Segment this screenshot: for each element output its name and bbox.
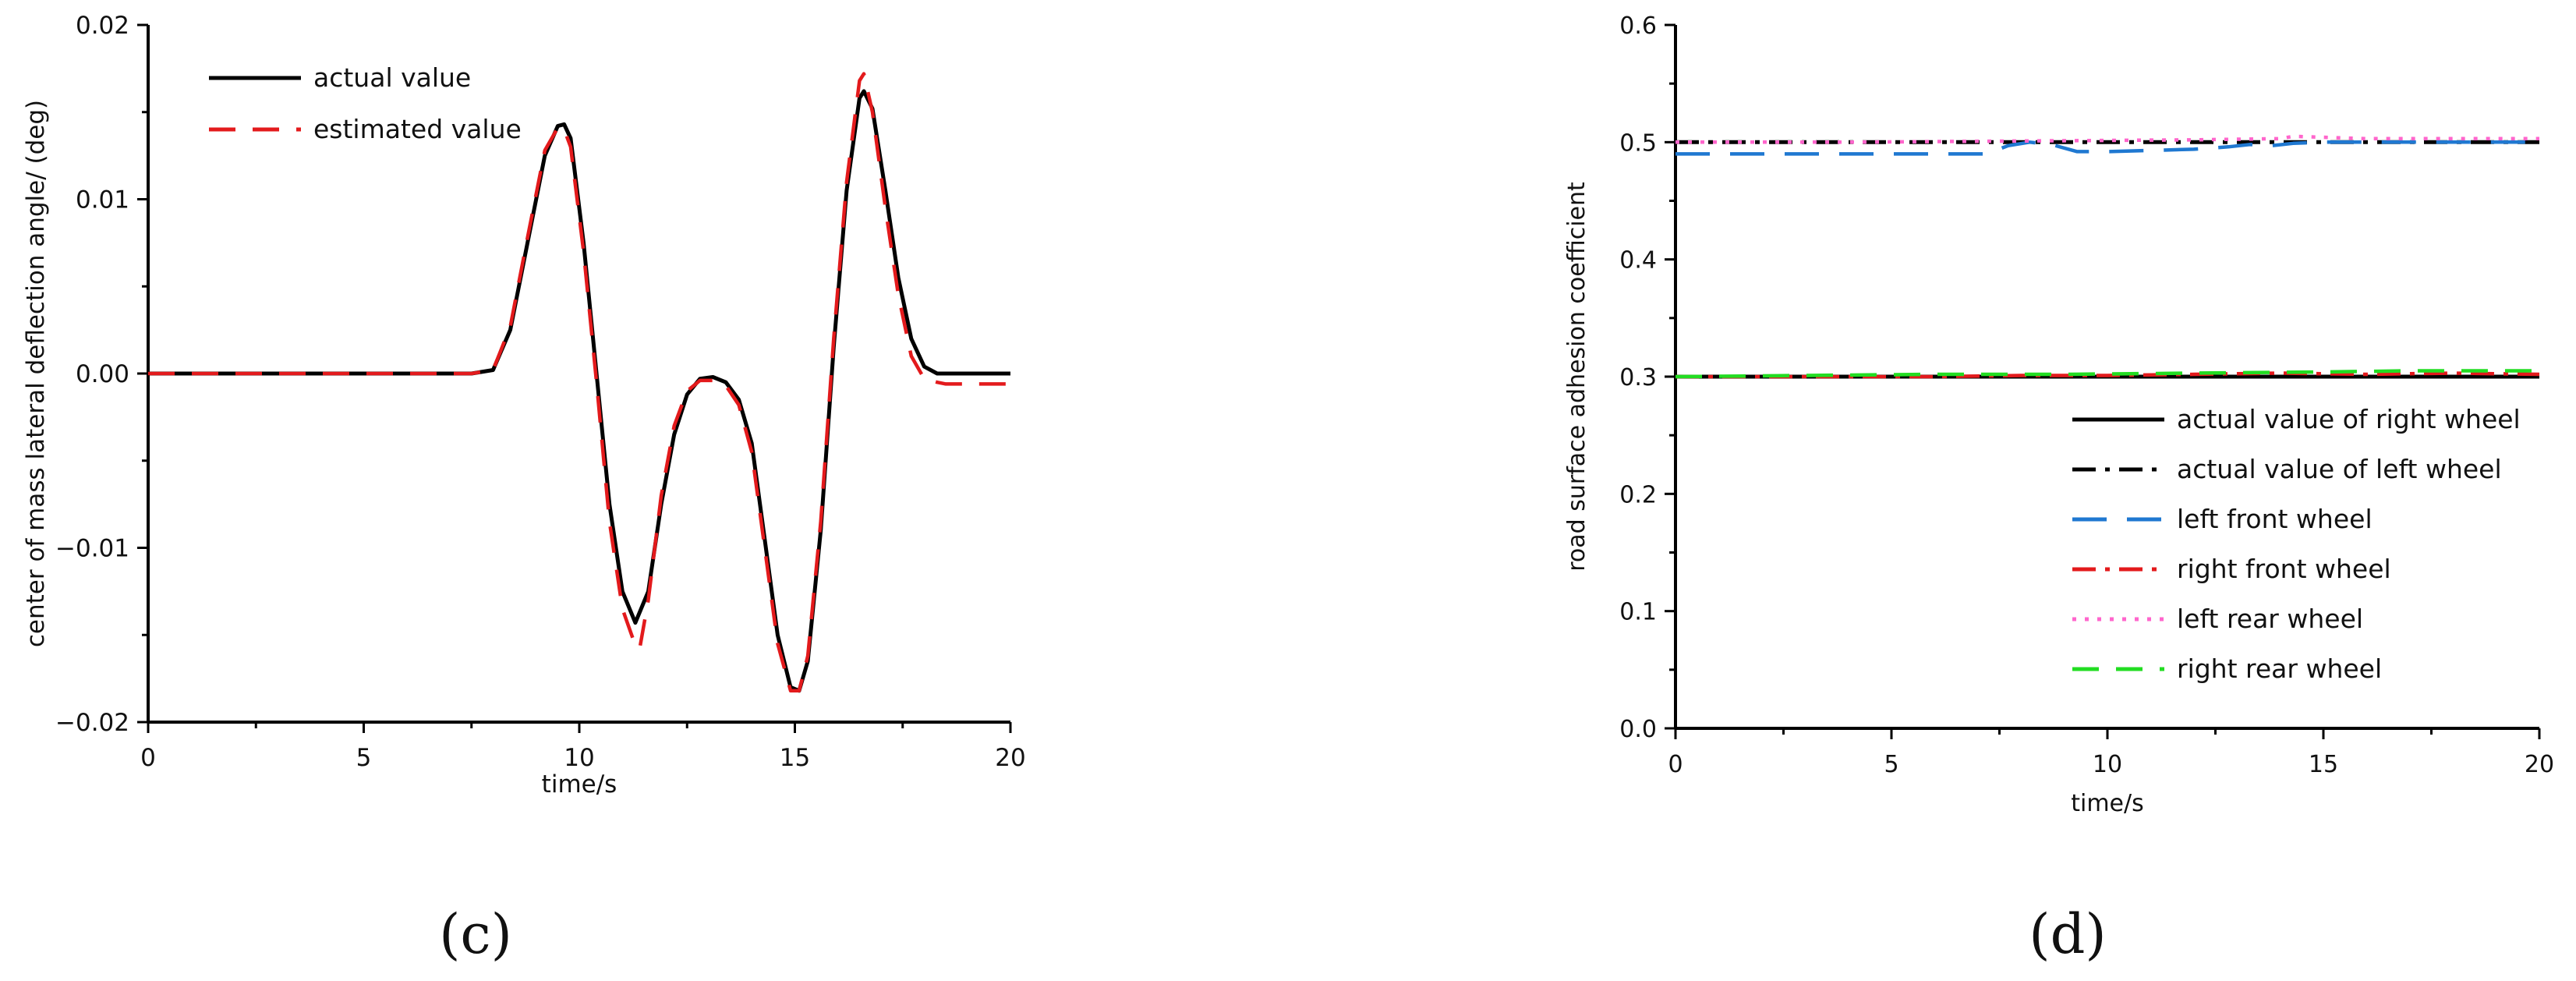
y-tick-label: 0.4 (1619, 247, 1657, 274)
legend-label: actual value (313, 62, 471, 93)
panel-label: (d) (2029, 902, 2106, 966)
legend-label: right front wheel (2177, 554, 2391, 584)
series-line (1675, 369, 2539, 379)
y-tick-label: 0.6 (1619, 12, 1657, 40)
y-tick-label: 0.01 (76, 186, 129, 214)
x-tick-label: 0 (1668, 751, 1683, 778)
x-tick-label: 15 (780, 744, 810, 772)
y-tick-label: −0.02 (55, 709, 129, 737)
x-tick-label: 20 (995, 744, 1025, 772)
x-axis-label: time/s (2071, 790, 2144, 817)
legend: actual value of right wheel actual value … (2072, 404, 2521, 684)
legend-label: left front wheel (2177, 504, 2373, 534)
y-tick-label: 0.00 (76, 360, 129, 388)
series-line (1675, 140, 2539, 156)
chart-panel-c: 0 5 10 15 20 −0.02 −0.01 0.00 0.01 0.02 time/s cent… (22, 12, 1026, 966)
series-line (148, 89, 1010, 693)
chart-panel-d: 0 5 10 15 20 0.0 0.1 0.2 0.3 0.4 0.5 0.6 time/s road … (1563, 12, 2554, 966)
y-axis-label: road surface adhesion coefficient (1563, 182, 1591, 572)
y-tick-label: 0.02 (76, 12, 129, 40)
legend-label: estimated value (313, 114, 522, 144)
y-tick-label: 0.2 (1619, 481, 1657, 508)
legend-label: left rear wheel (2177, 604, 2363, 634)
series-line (1675, 134, 2539, 144)
y-tick-label: −0.01 (55, 535, 129, 563)
y-axis-label: center of mass lateral deflection angle/… (22, 100, 50, 647)
x-tick-label: 15 (2309, 751, 2338, 778)
x-axis-label: time/s (542, 770, 617, 799)
x-tick-label: 10 (564, 744, 594, 772)
x-tick-label: 10 (2093, 751, 2122, 778)
legend-label: right rear wheel (2177, 653, 2382, 684)
legend: actual value estimated value (209, 62, 522, 144)
y-tick-label: 0.3 (1619, 364, 1657, 391)
y-tick-label: 0.1 (1619, 599, 1657, 626)
panel-label: (c) (439, 902, 512, 966)
legend-label: actual value of left wheel (2177, 454, 2502, 484)
x-tick-label: 5 (1884, 751, 1898, 778)
y-tick-label: 0.0 (1619, 716, 1657, 743)
x-tick-label: 20 (2525, 751, 2554, 778)
x-tick-label: 5 (356, 744, 372, 772)
y-tick-label: 0.5 (1619, 129, 1657, 157)
legend-label: actual value of right wheel (2177, 404, 2521, 434)
x-tick-label: 0 (140, 744, 156, 772)
